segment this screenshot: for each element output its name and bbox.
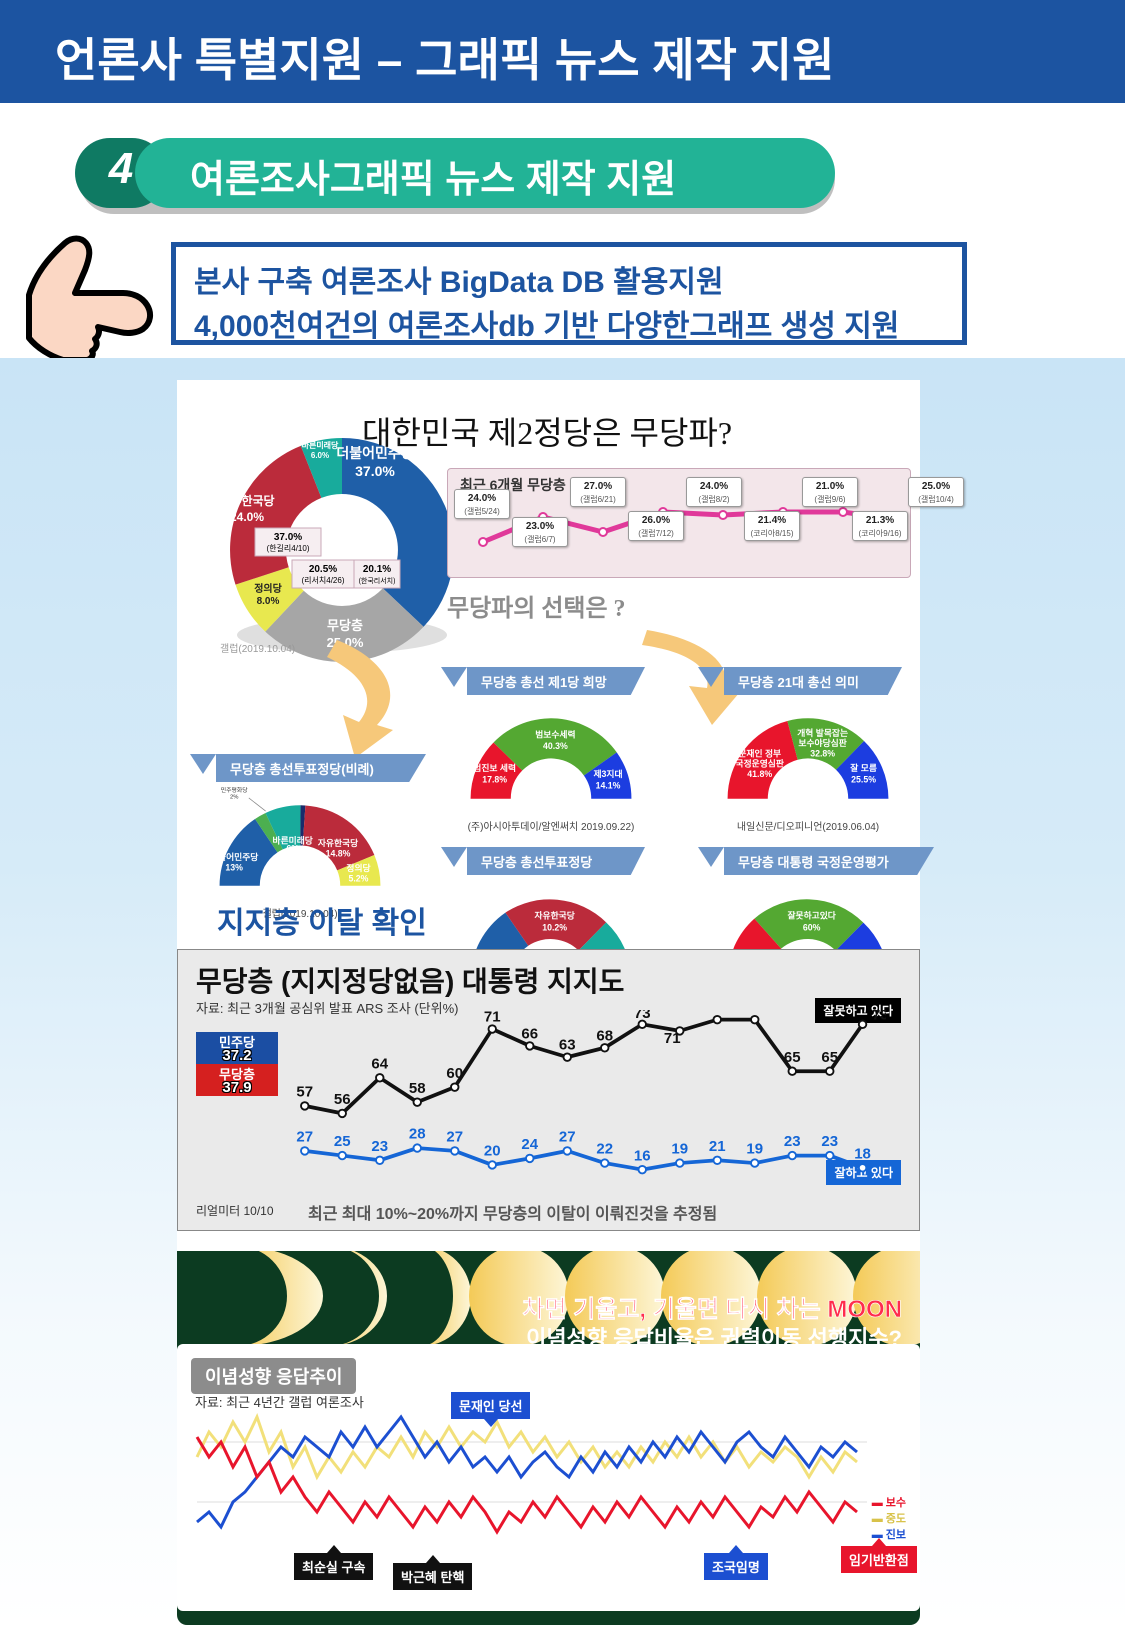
svg-text:37.0%: 37.0% xyxy=(274,532,302,543)
svg-text:37.0%: 37.0% xyxy=(355,463,395,479)
svg-text:정의당: 정의당 xyxy=(254,582,282,595)
svg-text:60%: 60% xyxy=(803,922,821,932)
svg-text:13%: 13% xyxy=(225,862,243,872)
svg-text:23: 23 xyxy=(371,1138,388,1155)
svg-text:24: 24 xyxy=(521,1136,538,1153)
svg-text:14.8%: 14.8% xyxy=(326,848,351,858)
svg-text:22: 22 xyxy=(596,1141,613,1158)
svg-text:41.8%: 41.8% xyxy=(747,769,772,779)
svg-text:23: 23 xyxy=(784,1133,801,1150)
svg-text:정의당: 정의당 xyxy=(346,862,370,873)
svg-text:제3지대: 제3지대 xyxy=(593,768,622,779)
svg-text:28: 28 xyxy=(409,1126,426,1143)
svg-text:19: 19 xyxy=(746,1141,763,1158)
svg-text:14.1%: 14.1% xyxy=(596,780,621,790)
svg-text:민주평화당: 민주평화당 xyxy=(221,786,249,794)
svg-text:범진보 세력: 범진보 세력 xyxy=(473,762,516,773)
svg-text:20.1%: 20.1% xyxy=(363,564,391,575)
svg-text:73: 73 xyxy=(634,1010,651,1022)
svg-text:20: 20 xyxy=(484,1143,501,1160)
svg-text:63: 63 xyxy=(559,1037,576,1054)
svg-text:27: 27 xyxy=(296,1129,313,1146)
svg-text:74: 74 xyxy=(754,1010,771,1012)
svg-text:71: 71 xyxy=(664,1030,681,1047)
svg-text:6%: 6% xyxy=(286,843,299,853)
svg-text:64: 64 xyxy=(371,1055,388,1072)
svg-text:자유한국당: 자유한국당 xyxy=(534,910,574,921)
svg-text:19: 19 xyxy=(671,1141,688,1158)
svg-text:문재인 정부: 문재인 정부 xyxy=(738,747,781,758)
svg-text:23: 23 xyxy=(821,1133,838,1150)
svg-text:73: 73 xyxy=(872,1010,886,1024)
svg-text:21: 21 xyxy=(709,1138,726,1155)
svg-text:8.0%: 8.0% xyxy=(257,596,280,607)
svg-text:60: 60 xyxy=(446,1065,463,1082)
svg-text:58: 58 xyxy=(409,1080,426,1097)
svg-text:74: 74 xyxy=(701,1010,718,1012)
svg-text:2%: 2% xyxy=(230,795,238,801)
svg-text:보수야당심판: 보수야당심판 xyxy=(798,737,846,748)
svg-text:10.2%: 10.2% xyxy=(542,922,567,932)
svg-text:18: 18 xyxy=(854,1145,871,1162)
svg-text:국정운영심판: 국정운영심판 xyxy=(736,758,784,769)
svg-text:자유한국당: 자유한국당 xyxy=(219,493,274,508)
svg-text:65: 65 xyxy=(784,1049,801,1066)
svg-text:71: 71 xyxy=(484,1010,501,1026)
svg-text:5.2%: 5.2% xyxy=(349,873,369,883)
svg-text:57: 57 xyxy=(296,1084,313,1101)
svg-text:17.8%: 17.8% xyxy=(482,775,507,785)
svg-text:40.3%: 40.3% xyxy=(543,741,568,751)
svg-text:(한길리4/10): (한길리4/10) xyxy=(267,544,310,553)
svg-text:24.0%: 24.0% xyxy=(230,510,264,524)
svg-text:27: 27 xyxy=(559,1129,576,1146)
svg-text:20.5%: 20.5% xyxy=(309,564,337,575)
svg-text:68: 68 xyxy=(596,1027,613,1044)
svg-text:바른미래당: 바른미래당 xyxy=(302,440,339,450)
svg-text:개혁 발목잡는: 개혁 발목잡는 xyxy=(797,727,848,738)
svg-text:25: 25 xyxy=(334,1133,351,1150)
svg-text:65: 65 xyxy=(821,1049,838,1066)
svg-text:27: 27 xyxy=(446,1129,463,1146)
svg-text:32.8%: 32.8% xyxy=(810,748,835,758)
svg-text:잘 모름: 잘 모름 xyxy=(850,762,877,773)
svg-text:66: 66 xyxy=(521,1025,538,1042)
svg-text:(리서치4/26): (리서치4/26) xyxy=(302,576,345,585)
svg-text:더불어민주당: 더불어민주당 xyxy=(210,851,258,862)
svg-text:16: 16 xyxy=(634,1147,651,1164)
svg-text:범보수세력: 범보수세력 xyxy=(535,728,575,739)
svg-text:25.5%: 25.5% xyxy=(851,775,876,785)
svg-text:자유한국당: 자유한국당 xyxy=(318,837,358,848)
svg-text:(한국리서치): (한국리서치) xyxy=(359,576,396,585)
svg-text:56: 56 xyxy=(334,1091,351,1108)
svg-text:6.0%: 6.0% xyxy=(311,451,329,460)
svg-text:잘못하고있다: 잘못하고있다 xyxy=(787,910,835,921)
